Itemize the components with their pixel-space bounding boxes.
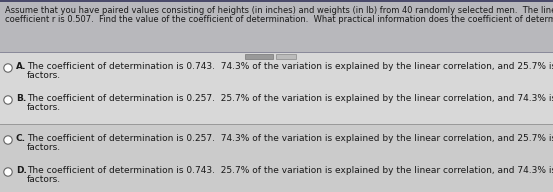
Text: D.: D.: [16, 166, 27, 175]
Circle shape: [4, 168, 12, 176]
Text: A.: A.: [16, 62, 27, 71]
Text: C.: C.: [16, 134, 26, 143]
Circle shape: [4, 96, 12, 104]
Circle shape: [4, 64, 12, 72]
Bar: [0, 52, 553, 124]
Bar: [0, 0, 553, 52]
Bar: [245, 54, 273, 59]
Text: The coefficient of determination is 0.257.  25.7% of the variation is explained : The coefficient of determination is 0.25…: [27, 94, 553, 103]
Text: B.: B.: [16, 94, 26, 103]
Text: factors.: factors.: [27, 103, 61, 112]
Text: coefficient r is 0.507.  Find the value of the coefficient of determination.  Wh: coefficient r is 0.507. Find the value o…: [5, 16, 553, 25]
Text: The coefficient of determination is 0.257.  74.3% of the variation is explained : The coefficient of determination is 0.25…: [27, 134, 553, 143]
Text: factors.: factors.: [27, 71, 61, 80]
Bar: [276, 54, 296, 59]
Bar: [0, 124, 553, 192]
Text: factors.: factors.: [27, 175, 61, 184]
Text: The coefficient of determination is 0.743.  74.3% of the variation is explained : The coefficient of determination is 0.74…: [27, 62, 553, 71]
Text: The coefficient of determination is 0.743.  25.7% of the variation is explained : The coefficient of determination is 0.74…: [27, 166, 553, 175]
Bar: [0, 0, 553, 2]
Text: Assume that you have paired values consisting of heights (in inches) and weights: Assume that you have paired values consi…: [5, 6, 553, 15]
Circle shape: [4, 136, 12, 144]
Text: factors.: factors.: [27, 143, 61, 152]
